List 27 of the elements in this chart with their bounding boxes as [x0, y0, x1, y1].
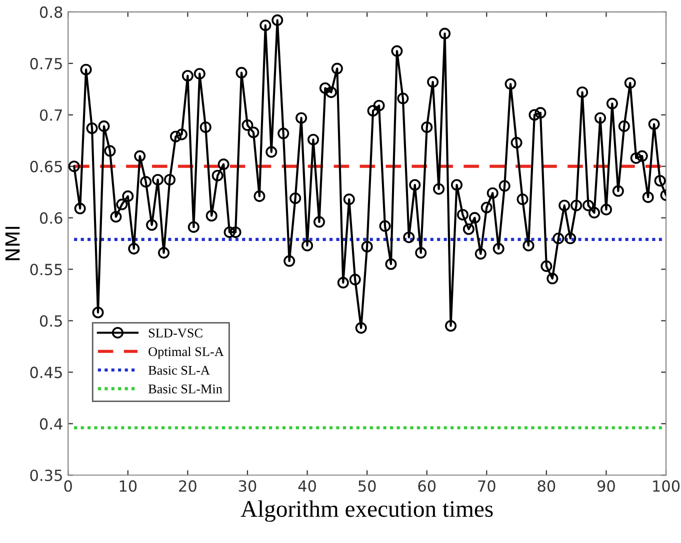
x-tick-label: 50: [358, 480, 376, 492]
x-tick-label: 20: [179, 480, 196, 492]
x-tick-label: 10: [120, 480, 137, 492]
y-axis-title: NMI: [5, 226, 20, 260]
y-tick-label: 0.6: [40, 212, 62, 224]
x-tick-label: 70: [478, 480, 496, 492]
legend-label: Optimal SL-A: [148, 346, 224, 359]
y-tick-label: 0.45: [30, 366, 62, 378]
x-tick-label: 90: [597, 480, 615, 492]
y-tick-label: 0.75: [30, 58, 62, 70]
y-tick-label: 0.4: [40, 418, 62, 430]
x-axis-title: Algorithm execution times: [240, 500, 493, 522]
y-tick-label: 0.65: [30, 160, 62, 172]
x-tick-label: 60: [418, 480, 436, 492]
x-tick-label: 40: [298, 480, 316, 492]
legend-label: Basic SL-A: [148, 366, 210, 375]
y-tick-label: 0.55: [30, 264, 62, 276]
y-tick-label: 0.5: [40, 315, 62, 327]
y-tick-label: 0.7: [40, 109, 62, 121]
x-tick-label: 80: [538, 480, 556, 492]
legend-label: Basic SL-Min: [148, 384, 222, 394]
y-tick-label: 0.35: [30, 470, 62, 482]
y-tick-label: 0.8: [40, 6, 62, 18]
x-tick-label: 100: [653, 480, 680, 492]
legend-label: SLD-VSC: [148, 328, 202, 338]
x-tick-label: 0: [64, 480, 72, 492]
x-tick-label: 30: [238, 480, 256, 492]
